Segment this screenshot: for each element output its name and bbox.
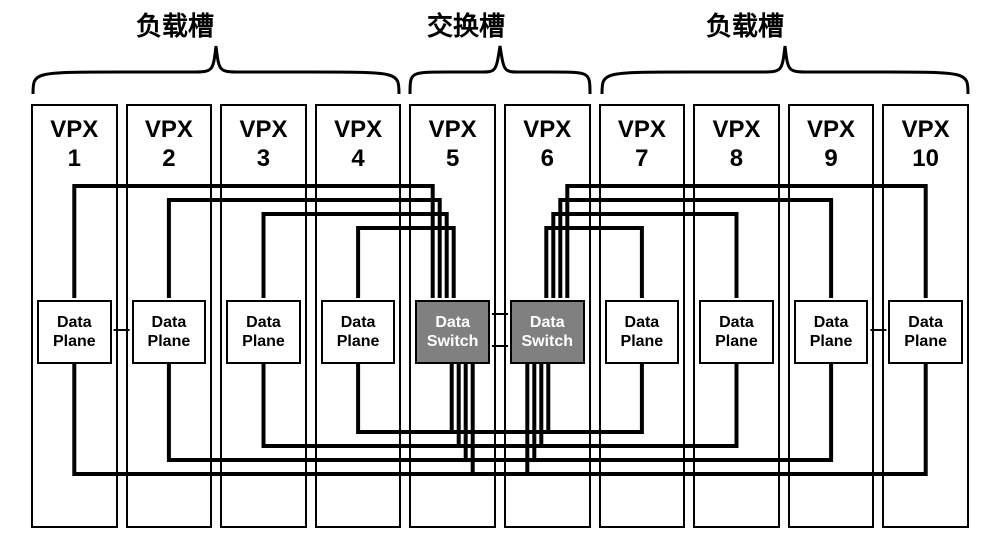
box-text-top: Data xyxy=(625,313,660,332)
slot-title-bottom: 7 xyxy=(635,145,648,172)
data-plane-box: DataPlane xyxy=(132,300,207,364)
slot-10: VPX10 DataPlane xyxy=(882,104,969,528)
slot-title-top: VPX xyxy=(712,116,760,143)
box-text-bottom: Plane xyxy=(715,332,758,351)
box-text-bottom: Plane xyxy=(904,332,947,351)
slot-9: VPX9 DataPlane xyxy=(788,104,875,528)
slot-title-top: VPX xyxy=(429,116,477,143)
slot-7: VPX7 DataPlane xyxy=(599,104,686,528)
slot-title: VPX9 xyxy=(790,116,873,174)
box-text-bottom: Switch xyxy=(427,332,479,351)
box-text-bottom: Plane xyxy=(242,332,285,351)
slot-title-bottom: 10 xyxy=(912,145,939,172)
slot-4: VPX4 DataPlane xyxy=(315,104,402,528)
slot-title: VPX5 xyxy=(411,116,494,174)
slot-title-top: VPX xyxy=(145,116,193,143)
group-label-right: 负载槽 xyxy=(706,6,784,43)
slot-title-top: VPX xyxy=(239,116,287,143)
slot-2: VPX2 DataPlane xyxy=(126,104,213,528)
slot-title-bottom: 9 xyxy=(824,145,837,172)
slot-title-bottom: 3 xyxy=(257,145,270,172)
data-switch-box: DataSwitch xyxy=(510,300,585,364)
data-plane-box: DataPlane xyxy=(226,300,301,364)
slot-title: VPX6 xyxy=(506,116,589,174)
data-plane-box: DataPlane xyxy=(37,300,112,364)
slot-8: VPX8 DataPlane xyxy=(693,104,780,528)
slot-title-bottom: 2 xyxy=(162,145,175,172)
box-text-top: Data xyxy=(341,313,376,332)
group-label-left: 负载槽 xyxy=(136,6,214,43)
box-text-top: Data xyxy=(719,313,754,332)
data-plane-box: DataPlane xyxy=(605,300,680,364)
slot-title-bottom: 4 xyxy=(351,145,364,172)
slot-title-bottom: 6 xyxy=(541,145,554,172)
box-text-bottom: Plane xyxy=(53,332,96,351)
slot-title-top: VPX xyxy=(50,116,98,143)
data-plane-box: DataPlane xyxy=(888,300,963,364)
slot-title: VPX3 xyxy=(222,116,305,174)
slot-title: VPX1 xyxy=(33,116,116,174)
slot-title-top: VPX xyxy=(807,116,855,143)
slot-title: VPX4 xyxy=(317,116,400,174)
data-plane-box: DataPlane xyxy=(321,300,396,364)
slot-title: VPX8 xyxy=(695,116,778,174)
box-text-bottom: Plane xyxy=(148,332,191,351)
slot-3: VPX3 DataPlane xyxy=(220,104,307,528)
box-text-top: Data xyxy=(530,313,565,332)
slot-title-top: VPX xyxy=(334,116,382,143)
group-labels: 负载槽 交换槽 负载槽 xyxy=(0,6,1000,40)
box-text-top: Data xyxy=(435,313,470,332)
data-switch-box: DataSwitch xyxy=(415,300,490,364)
slot-title-top: VPX xyxy=(902,116,950,143)
box-text-bottom: Plane xyxy=(810,332,853,351)
brace-left xyxy=(31,42,401,96)
slot-row: VPX1DataPlaneVPX2DataPlaneVPX3DataPlaneV… xyxy=(31,104,969,528)
slot-5: VPX5 DataSwitch xyxy=(409,104,496,528)
slot-title-top: VPX xyxy=(618,116,666,143)
box-text-top: Data xyxy=(908,313,943,332)
brace-right xyxy=(600,42,970,96)
box-text-top: Data xyxy=(57,313,92,332)
slot-6: VPX6 DataSwitch xyxy=(504,104,591,528)
brace-center xyxy=(408,42,592,96)
box-text-bottom: Switch xyxy=(521,332,573,351)
box-text-bottom: Plane xyxy=(337,332,380,351)
data-plane-box: DataPlane xyxy=(699,300,774,364)
slot-title: VPX2 xyxy=(128,116,211,174)
slot-title: VPX10 xyxy=(884,116,967,174)
slot-title-bottom: 5 xyxy=(446,145,459,172)
slot-title-top: VPX xyxy=(523,116,571,143)
box-text-top: Data xyxy=(246,313,281,332)
box-text-bottom: Plane xyxy=(621,332,664,351)
data-plane-box: DataPlane xyxy=(794,300,869,364)
box-text-top: Data xyxy=(814,313,849,332)
slot-title-bottom: 8 xyxy=(730,145,743,172)
slot-title: VPX7 xyxy=(601,116,684,174)
group-label-center: 交换槽 xyxy=(427,6,505,43)
box-text-top: Data xyxy=(152,313,187,332)
slot-title-bottom: 1 xyxy=(68,145,81,172)
slot-1: VPX1 DataPlane xyxy=(31,104,118,528)
